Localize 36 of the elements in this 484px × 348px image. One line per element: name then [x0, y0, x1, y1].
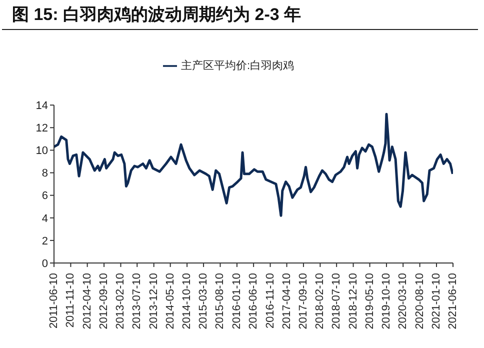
y-tick-label: 12 — [36, 122, 48, 135]
x-tick-label: 2018-02-10 — [314, 273, 326, 330]
x-tick-label: 2021-01-10 — [430, 273, 443, 330]
y-tick-label: 4 — [42, 212, 48, 225]
x-tick-label: 2012-09-10 — [98, 273, 110, 330]
x-tick-label: 2016-01-10 — [230, 273, 243, 330]
x-tick-label: 2011-06-10 — [48, 273, 60, 328]
x-tick-label: 2017-09-10 — [297, 273, 310, 330]
x-tick-label: 2011-11-10 — [64, 273, 77, 328]
y-tick-label: 14 — [36, 100, 48, 112]
x-tick-label: 2013-02-10 — [114, 273, 127, 330]
x-tick-label: 2019-10-10 — [380, 273, 392, 330]
x-tick-label: 2015-03-10 — [198, 273, 210, 330]
x-tick-label: 2014-05-10 — [164, 273, 176, 330]
x-tick-label: 2020-08-10 — [414, 273, 426, 330]
x-tick-label: 2013-07-10 — [131, 273, 144, 330]
line-series — [54, 112, 453, 217]
y-tick-label: 6 — [42, 190, 48, 202]
y-tick-label: 2 — [42, 235, 48, 248]
x-tick-label: 2014-10-10 — [181, 273, 194, 330]
x-tick-label: 2016-11-10 — [264, 273, 276, 328]
y-tick-label: 8 — [42, 168, 48, 180]
y-tick-label: 0 — [42, 258, 48, 270]
chart-title: 图 15: 白羽肉鸡的波动周期约为 2-3 年 — [12, 4, 302, 26]
x-tick-label: 2020-03-10 — [397, 273, 410, 330]
y-tick-label: 10 — [36, 145, 48, 158]
x-tick-label: 2019-05-10 — [364, 273, 376, 330]
x-tick-label: 2021-06-10 — [447, 273, 459, 330]
x-tick-label: 2016-06-10 — [248, 273, 260, 330]
x-tick-label: 2015-08-10 — [214, 273, 226, 330]
x-tick-label: 2012-04-10 — [81, 273, 94, 330]
x-tick-label: 2013-12-10 — [148, 273, 160, 330]
legend-label: 主产区平均价:白羽肉鸡 — [180, 60, 294, 72]
x-tick-label: 2017-04-10 — [280, 273, 293, 330]
x-tick-label: 2018-07-10 — [330, 273, 343, 330]
x-tick-label: 2018-12-10 — [347, 273, 360, 330]
